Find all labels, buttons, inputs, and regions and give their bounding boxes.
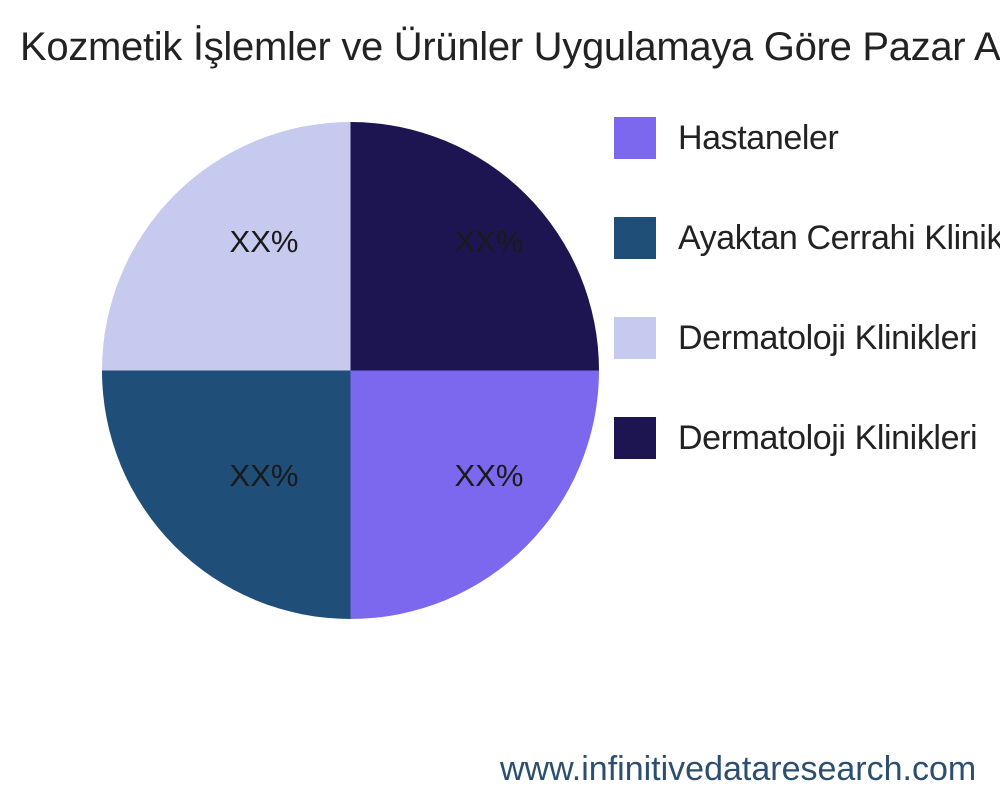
svg-text:XX%: XX% <box>455 458 524 493</box>
svg-text:XX%: XX% <box>230 458 299 493</box>
svg-text:XX%: XX% <box>455 224 524 259</box>
svg-text:XX%: XX% <box>230 224 299 259</box>
